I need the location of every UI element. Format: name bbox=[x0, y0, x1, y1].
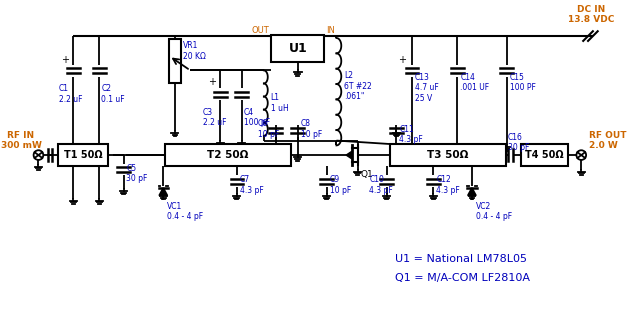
Text: T4 50Ω: T4 50Ω bbox=[525, 150, 564, 160]
Text: C1
2.2 uF: C1 2.2 uF bbox=[59, 84, 83, 104]
Text: VR1
20 KΩ: VR1 20 KΩ bbox=[183, 41, 206, 61]
Text: C6
10 pF: C6 10 pF bbox=[258, 119, 279, 139]
Text: U1 = National LM78L05: U1 = National LM78L05 bbox=[394, 254, 526, 264]
Text: C13
4.7 uF
25 V: C13 4.7 uF 25 V bbox=[415, 73, 439, 102]
Text: C5
30 pF: C5 30 pF bbox=[126, 164, 148, 183]
Bar bbox=[271, 35, 324, 62]
Text: T2 50Ω: T2 50Ω bbox=[208, 150, 249, 160]
Text: C15
100 PF: C15 100 PF bbox=[510, 73, 535, 92]
Bar bbox=[169, 39, 181, 83]
Text: OUT: OUT bbox=[251, 26, 269, 35]
Text: C2
0.1 uF: C2 0.1 uF bbox=[102, 84, 125, 104]
Text: VC2
0.4 - 4 pF: VC2 0.4 - 4 pF bbox=[476, 202, 512, 221]
Polygon shape bbox=[468, 188, 476, 196]
Bar bbox=[58, 144, 108, 166]
Text: L2
6T #22
.061": L2 6T #22 .061" bbox=[344, 72, 372, 101]
Text: L1
1 uH: L1 1 uH bbox=[271, 93, 288, 113]
Text: T3 50Ω: T3 50Ω bbox=[427, 150, 469, 160]
Text: C8
10 pF: C8 10 pF bbox=[300, 119, 322, 139]
Text: C10
4.3 pF: C10 4.3 pF bbox=[370, 175, 393, 195]
Text: IN: IN bbox=[326, 26, 335, 35]
Text: C11
4.3 pF: C11 4.3 pF bbox=[399, 125, 423, 144]
Text: +: + bbox=[60, 55, 69, 65]
Text: Q1 = M/A-COM LF2810A: Q1 = M/A-COM LF2810A bbox=[394, 273, 530, 283]
Text: C9
10 pF: C9 10 pF bbox=[330, 175, 351, 195]
Text: RF IN
300 mW: RF IN 300 mW bbox=[1, 131, 41, 150]
Text: C16
30 pF: C16 30 pF bbox=[508, 133, 529, 152]
Polygon shape bbox=[159, 188, 168, 196]
Text: DC IN
13.8 VDC: DC IN 13.8 VDC bbox=[568, 5, 614, 25]
Text: C14
.001 UF: C14 .001 UF bbox=[460, 73, 490, 92]
Bar bbox=[521, 144, 568, 166]
Text: VC1
0.4 - 4 pF: VC1 0.4 - 4 pF bbox=[167, 202, 203, 221]
Bar bbox=[165, 144, 291, 166]
Text: Q1: Q1 bbox=[361, 170, 373, 179]
Text: +: + bbox=[208, 77, 216, 87]
Text: C7
4.3 pF: C7 4.3 pF bbox=[239, 175, 264, 195]
Text: C12
4.3 pF: C12 4.3 pF bbox=[436, 175, 460, 195]
Polygon shape bbox=[346, 151, 352, 159]
Text: RF OUT
2.0 W: RF OUT 2.0 W bbox=[589, 131, 627, 150]
Text: U1: U1 bbox=[288, 42, 307, 55]
Bar bbox=[390, 144, 506, 166]
Text: C3
2.2 uF: C3 2.2 uF bbox=[203, 108, 227, 127]
Text: +: + bbox=[398, 55, 406, 65]
Text: T1 50Ω: T1 50Ω bbox=[64, 150, 102, 160]
Text: C4
100 pF: C4 100 pF bbox=[244, 108, 270, 127]
